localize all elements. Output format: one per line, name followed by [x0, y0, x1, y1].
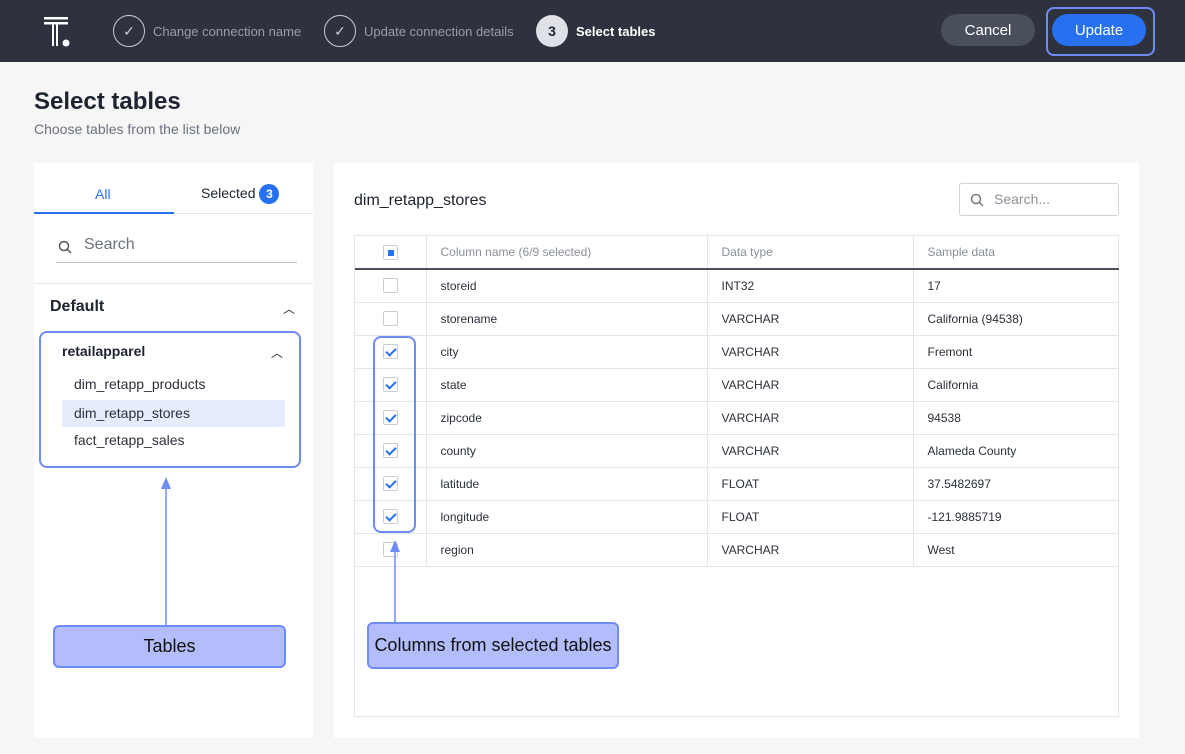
tab-all[interactable]: All	[95, 186, 111, 202]
step-2: ✓ Update connection details	[324, 14, 514, 48]
column-name: state	[426, 368, 708, 402]
column-name: zipcode	[426, 401, 708, 435]
update-highlight	[1046, 7, 1155, 56]
column-checkbox[interactable]	[382, 344, 398, 360]
sample-data: 17	[913, 269, 1119, 303]
step-label: Select tables	[576, 23, 656, 39]
table-row[interactable]: storeid INT32 17	[355, 269, 1119, 303]
search-icon	[58, 240, 72, 254]
column-name: longitude	[426, 500, 708, 534]
check-icon: ✓	[324, 15, 356, 47]
column-header[interactable]: Sample data	[913, 236, 1119, 270]
table-header: Column name (6/9 selected) Data type Sam…	[355, 236, 1119, 270]
data-type: VARCHAR	[707, 368, 914, 402]
table-row[interactable]: state VARCHAR California	[355, 368, 1119, 402]
top-bar: ✓ Change connection name ✓ Update connecti…	[0, 0, 1185, 62]
tab-label: Selected	[201, 185, 256, 201]
table-item[interactable]: dim_retapp_products	[74, 376, 206, 392]
data-type: VARCHAR	[707, 302, 914, 336]
table-row[interactable]: latitude FLOAT 37.5482697	[355, 467, 1119, 501]
column-checkbox[interactable]	[382, 278, 398, 294]
divider	[34, 283, 313, 284]
column-name: latitude	[426, 467, 708, 501]
columns-panel: dim_retapp_stores Search... Column name …	[334, 163, 1139, 738]
search-icon	[970, 193, 984, 207]
table-row[interactable]: zipcode VARCHAR 94538	[355, 401, 1119, 435]
data-type: VARCHAR	[707, 434, 914, 468]
column-name: storeid	[426, 269, 708, 303]
sample-data: -121.9885719	[913, 500, 1119, 534]
check-icon: ✓	[113, 15, 145, 47]
active-tab-indicator	[34, 212, 174, 214]
database-retailapparel[interactable]: retailapparel	[62, 343, 146, 359]
columns-highlight	[373, 336, 416, 533]
select-all-checkbox[interactable]	[382, 244, 398, 260]
step-3: 3 Select tables	[536, 14, 656, 48]
data-type: INT32	[707, 269, 914, 303]
column-checkbox[interactable]	[382, 476, 398, 492]
column-header[interactable]: Column name (6/9 selected)	[426, 236, 708, 270]
step-1: ✓ Change connection name	[113, 14, 301, 48]
data-type: FLOAT	[707, 467, 914, 501]
columns-table: Column name (6/9 selected) Data type Sam…	[354, 235, 1119, 717]
table-row[interactable]: longitude FLOAT -121.9885719	[355, 500, 1119, 534]
columns-callout: Columns from selected tables	[367, 622, 619, 669]
sample-data: 94538	[913, 401, 1119, 435]
sample-data: Fremont	[913, 335, 1119, 369]
tables-highlight	[39, 331, 301, 468]
update-button[interactable]: Update	[1052, 14, 1146, 46]
tab-selected[interactable]: Selected 3	[201, 184, 280, 204]
sample-data: California (94538)	[913, 302, 1119, 336]
column-checkbox[interactable]	[382, 509, 398, 525]
column-checkbox[interactable]	[382, 377, 398, 393]
sample-data: California	[913, 368, 1119, 402]
page-title: Select tables	[34, 88, 181, 115]
step-label: Update connection details	[364, 23, 514, 39]
column-name: region	[426, 533, 708, 567]
data-type: VARCHAR	[707, 533, 914, 567]
column-header[interactable]: Data type	[707, 236, 914, 270]
table-title: dim_retapp_stores	[354, 192, 487, 209]
search-placeholder: Search	[84, 236, 135, 253]
column-name: storename	[426, 302, 708, 336]
column-name: city	[426, 335, 708, 369]
table-item[interactable]: fact_retapp_sales	[74, 432, 185, 448]
search-placeholder: Search...	[994, 191, 1051, 207]
thoughtspot-logo	[44, 17, 70, 47]
group-default[interactable]: Default	[50, 298, 105, 315]
tables-callout: Tables	[53, 625, 286, 668]
table-search-input[interactable]: Search	[56, 235, 297, 263]
column-search-input[interactable]: Search...	[959, 183, 1119, 216]
page-subtitle: Choose tables from the list below	[34, 121, 241, 137]
data-type: VARCHAR	[707, 335, 914, 369]
sample-data: 37.5482697	[913, 467, 1119, 501]
table-row[interactable]: county VARCHAR Alameda County	[355, 434, 1119, 468]
data-type: VARCHAR	[707, 401, 914, 435]
chevron-up-icon[interactable]: ︿	[271, 346, 284, 360]
column-name: county	[426, 434, 708, 468]
chevron-up-icon[interactable]: ︿	[283, 302, 296, 316]
table-row[interactable]: storename VARCHAR California (94538)	[355, 302, 1119, 336]
column-checkbox[interactable]	[382, 410, 398, 426]
table-item-selected[interactable]: dim_retapp_stores	[62, 400, 285, 427]
step-label: Change connection name	[153, 23, 302, 39]
sample-data: West	[913, 533, 1119, 567]
column-checkbox[interactable]	[382, 311, 398, 327]
data-type: FLOAT	[707, 500, 914, 534]
cancel-button[interactable]: Cancel	[941, 14, 1035, 46]
selected-count-badge: 3	[259, 184, 280, 204]
table-row[interactable]: region VARCHAR West	[355, 533, 1119, 567]
column-checkbox[interactable]	[382, 443, 398, 459]
sample-data: Alameda County	[913, 434, 1119, 468]
table-row[interactable]: city VARCHAR Fremont	[355, 335, 1119, 369]
arrow-head	[161, 477, 171, 489]
step-number: 3	[536, 15, 568, 47]
arrow-head	[390, 540, 400, 552]
